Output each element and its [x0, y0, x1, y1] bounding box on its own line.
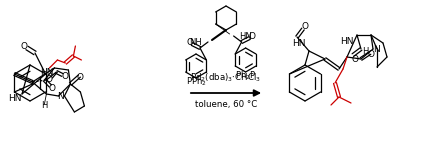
Text: O: O — [20, 42, 28, 50]
Text: HN: HN — [8, 93, 22, 102]
Text: HN: HN — [292, 39, 306, 47]
Text: N: N — [374, 44, 380, 53]
Text: N: N — [57, 91, 64, 100]
Text: O: O — [368, 49, 375, 58]
Text: NH: NH — [189, 38, 202, 46]
Text: H: H — [41, 101, 48, 111]
Text: HN: HN — [239, 32, 252, 41]
Text: O: O — [77, 73, 84, 82]
Text: O: O — [62, 72, 69, 81]
Text: PPh$_2$: PPh$_2$ — [186, 76, 207, 88]
Text: HN: HN — [340, 37, 354, 45]
Text: O: O — [248, 32, 255, 41]
Text: HN: HN — [40, 68, 53, 77]
Text: O: O — [301, 22, 308, 31]
Text: toluene, 60 °C: toluene, 60 °C — [195, 100, 257, 110]
Text: O: O — [46, 75, 53, 83]
Text: O: O — [187, 38, 194, 46]
Text: Pd$_2$(dba)$_3$$\cdot$CHCl$_3$: Pd$_2$(dba)$_3$$\cdot$CHCl$_3$ — [191, 72, 262, 84]
Text: Ph$_2$P: Ph$_2$P — [235, 70, 256, 82]
Text: O: O — [49, 83, 56, 92]
Text: H: H — [362, 46, 368, 55]
Text: O: O — [352, 54, 359, 64]
